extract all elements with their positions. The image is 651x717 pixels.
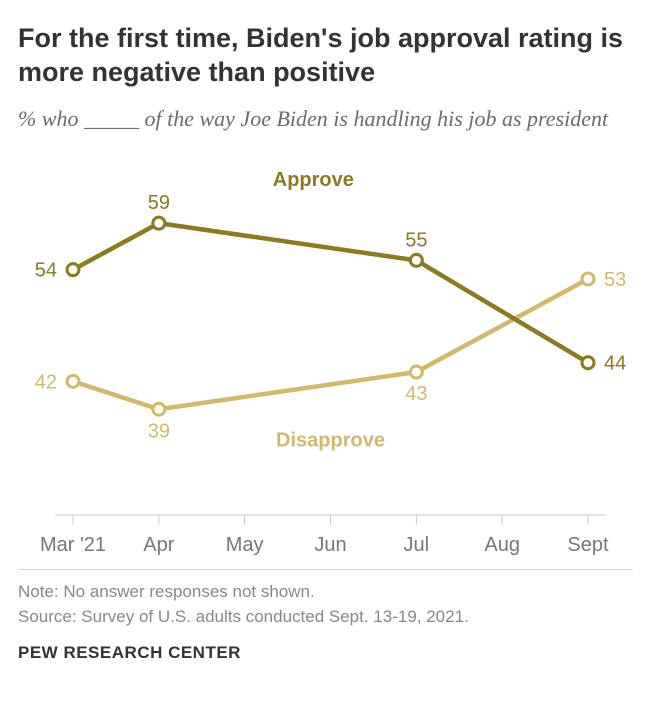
approve-line xyxy=(73,223,588,363)
x-axis-label: Sept xyxy=(567,534,609,556)
x-axis-label: Jul xyxy=(404,534,430,556)
approve-value-label: 59 xyxy=(148,192,170,214)
chart-title: For the first time, Biden's job approval… xyxy=(18,22,633,90)
x-axis-label: Apr xyxy=(143,534,174,556)
chart-notes: Note: No answer responses not shown. Sou… xyxy=(18,569,633,629)
disapprove-value-label: 43 xyxy=(405,383,427,405)
attribution: PEW RESEARCH CENTER xyxy=(18,643,633,663)
disapprove-line xyxy=(73,279,588,409)
approve-marker xyxy=(410,255,422,267)
disapprove-series-label: Disapprove xyxy=(276,430,385,452)
chart-area: Mar '21 Apr May Jun Jul Aug Sept 42 39 43 53 Disapp… xyxy=(18,143,633,563)
chart-subtitle: % who _____ of the way Joe Biden is hand… xyxy=(18,104,633,134)
disapprove-value-label: 42 xyxy=(35,372,57,394)
approve-marker xyxy=(67,264,79,276)
approve-value-label: 55 xyxy=(405,230,427,252)
source-line: Source: Survey of U.S. adults conducted … xyxy=(18,605,633,630)
approve-marker xyxy=(153,217,165,229)
disapprove-marker xyxy=(410,366,422,378)
disapprove-marker xyxy=(153,403,165,415)
x-axis-label: Jun xyxy=(314,534,346,556)
x-axis-label: Mar '21 xyxy=(40,534,106,556)
approve-value-label: 44 xyxy=(604,353,626,375)
approve-marker xyxy=(582,357,594,369)
disapprove-value-label: 53 xyxy=(604,269,626,291)
x-axis-label: May xyxy=(226,534,264,556)
disapprove-value-label: 39 xyxy=(148,420,170,442)
line-chart: Mar '21 Apr May Jun Jul Aug Sept 42 39 43 53 Disapp… xyxy=(18,143,633,563)
note-line: Note: No answer responses not shown. xyxy=(18,580,633,605)
disapprove-marker xyxy=(582,273,594,285)
approve-value-label: 54 xyxy=(35,260,57,282)
approve-series-label: Approve xyxy=(273,169,354,191)
x-axis-label: Aug xyxy=(484,534,520,556)
disapprove-marker xyxy=(67,376,79,388)
